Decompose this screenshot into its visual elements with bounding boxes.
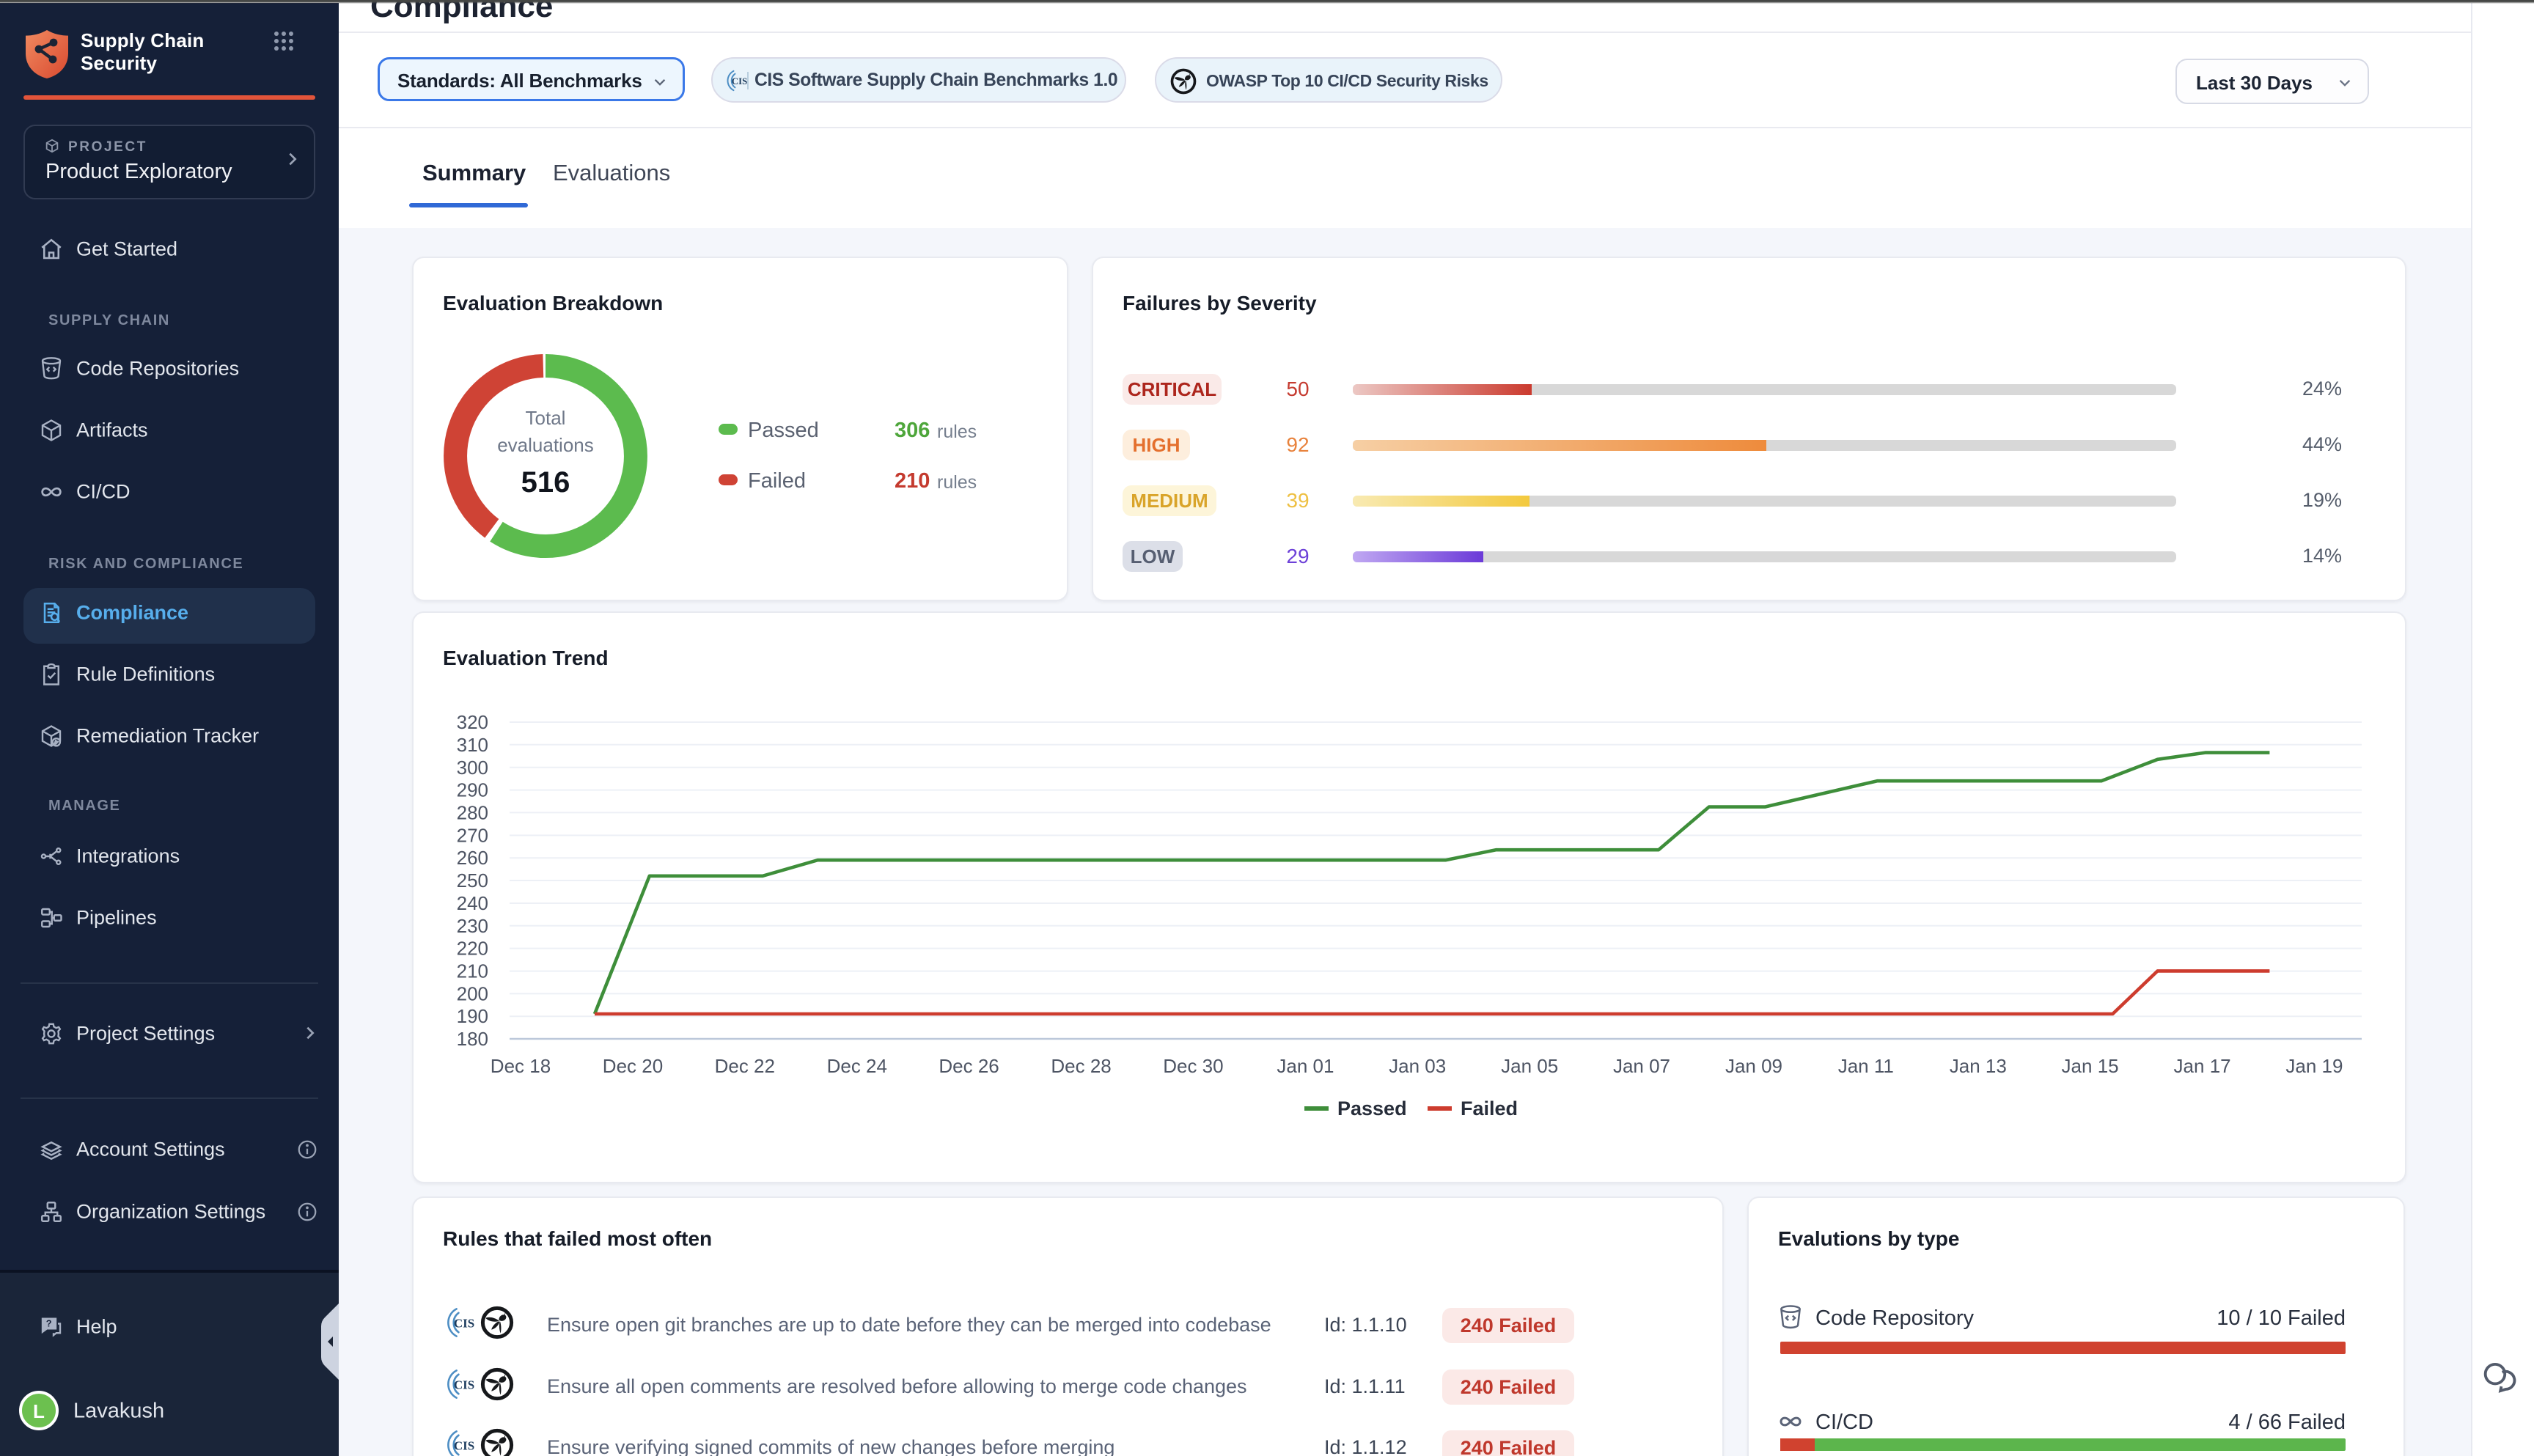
svg-text:280: 280	[457, 801, 488, 823]
svg-text:320: 320	[457, 711, 488, 733]
svg-text:Jan 09: Jan 09	[1725, 1055, 1782, 1077]
svg-text:240: 240	[457, 892, 488, 914]
svg-text:Dec 18: Dec 18	[491, 1055, 551, 1077]
svg-text:Dec 28: Dec 28	[1051, 1055, 1111, 1077]
svg-text:Dec 20: Dec 20	[603, 1055, 663, 1077]
svg-text:Jan 03: Jan 03	[1389, 1055, 1446, 1077]
svg-text:210: 210	[457, 960, 488, 982]
svg-text:Jan 15: Jan 15	[2062, 1055, 2119, 1077]
svg-text:Passed: Passed	[1337, 1097, 1407, 1119]
svg-text:Jan 01: Jan 01	[1277, 1055, 1334, 1077]
svg-text:190: 190	[457, 1005, 488, 1027]
svg-text:CIS: CIS	[454, 1438, 474, 1452]
svg-text:CIS: CIS	[454, 1316, 474, 1330]
svg-text:Jan 11: Jan 11	[1838, 1055, 1894, 1077]
svg-text:260: 260	[457, 847, 488, 869]
svg-text:Dec 26: Dec 26	[939, 1055, 999, 1077]
svg-text:220: 220	[457, 938, 488, 960]
svg-text:290: 290	[457, 779, 488, 801]
svg-text:180: 180	[457, 1028, 488, 1050]
svg-text:300: 300	[457, 757, 488, 779]
svg-text:Jan 07: Jan 07	[1613, 1055, 1670, 1077]
svg-text:CIS: CIS	[732, 76, 747, 87]
svg-text:250: 250	[457, 869, 488, 891]
svg-text:Jan 05: Jan 05	[1501, 1055, 1558, 1077]
svg-text:Dec 24: Dec 24	[827, 1055, 887, 1077]
svg-text:200: 200	[457, 982, 488, 1004]
svg-text:Dec 22: Dec 22	[715, 1055, 775, 1077]
svg-text:270: 270	[457, 824, 488, 846]
svg-text:Jan 17: Jan 17	[2174, 1055, 2231, 1077]
svg-text:Failed: Failed	[1461, 1097, 1518, 1119]
svg-text:230: 230	[457, 915, 488, 937]
svg-text:310: 310	[457, 734, 488, 756]
svg-text:?: ?	[46, 1318, 52, 1329]
svg-text:Jan 13: Jan 13	[1950, 1055, 2007, 1077]
svg-text:Dec 30: Dec 30	[1163, 1055, 1223, 1077]
svg-text:Jan 19: Jan 19	[2285, 1055, 2343, 1077]
svg-text:CIS: CIS	[454, 1378, 474, 1391]
